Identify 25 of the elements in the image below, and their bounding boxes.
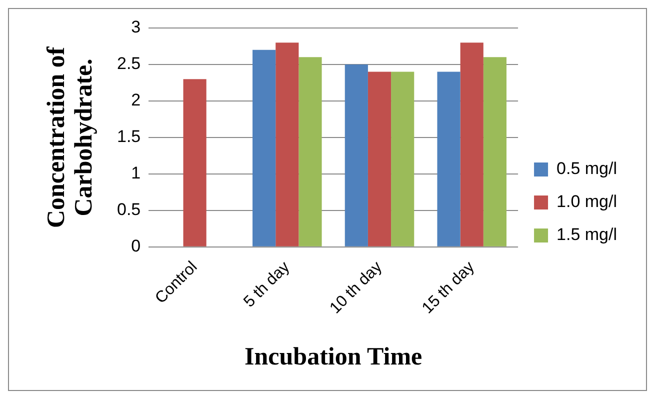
y-tick-label: 1.5 (116, 127, 141, 146)
x-tick-label: 15 th day (419, 258, 478, 318)
bar (483, 57, 506, 246)
legend-label: 1.5 mg/l (556, 225, 618, 244)
y-tick-label: 0 (131, 236, 141, 256)
bar (344, 64, 368, 246)
bar (368, 72, 392, 246)
x-axis-title: Incubation Time (244, 343, 422, 370)
y-tick-label: 2.5 (116, 54, 141, 74)
x-tick-label: 10 th day (326, 258, 386, 318)
y-axis-title: Concentration of Carbohydrate. (43, 46, 98, 228)
bar (437, 72, 460, 246)
y-tick-label: 0.5 (116, 200, 141, 220)
bar (391, 72, 414, 246)
bar (276, 42, 299, 246)
y-tick-label: 3 (131, 18, 141, 37)
bar (252, 50, 276, 246)
bar (460, 42, 484, 246)
y-tick-label: 1 (131, 164, 141, 183)
x-tick-label: 5 th day (240, 258, 294, 311)
legend-label: 0.5 mg/l (556, 159, 618, 178)
y-tick-label: 2 (131, 90, 141, 110)
bar (298, 57, 322, 246)
legend-label: 1.0 mg/l (556, 192, 618, 212)
bar (183, 79, 206, 246)
